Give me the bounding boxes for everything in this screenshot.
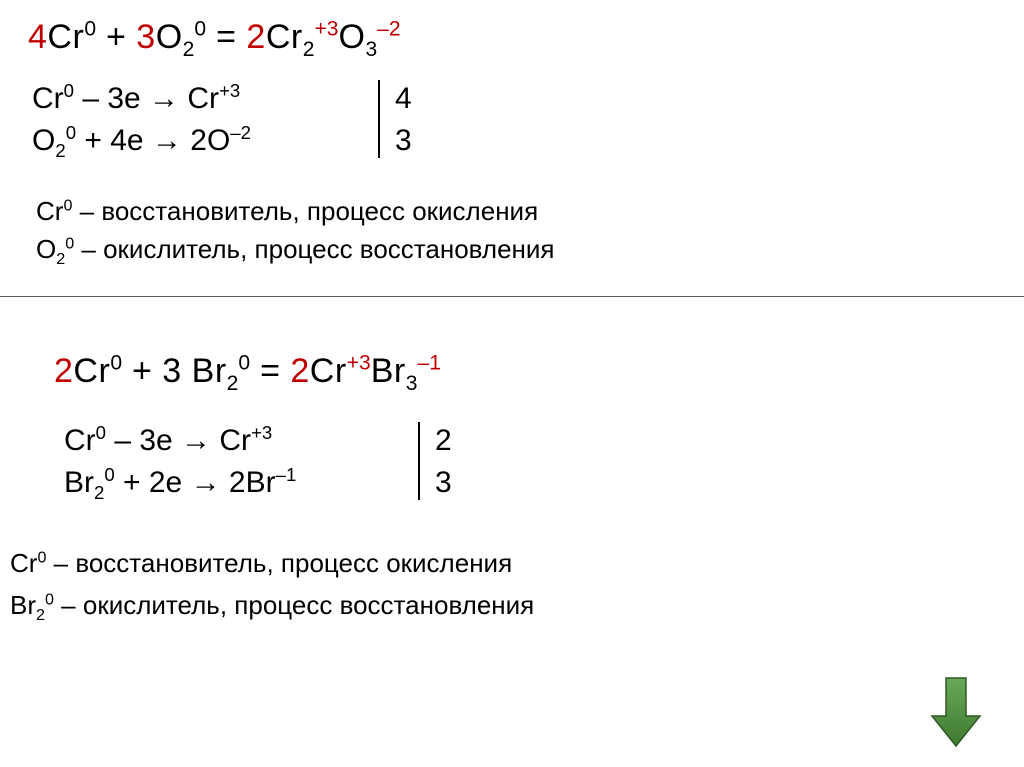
multiplier-1a: 4 [395, 82, 1024, 116]
note-2b: Br20 – окислитель, процесс восстановлени… [10, 590, 1024, 621]
equation-2: 2Cr0 + 3 Br20 = 2Cr+3Br3–1 [54, 352, 1024, 391]
multiplier-1b: 3 [395, 124, 1024, 158]
coef: 2 [246, 18, 265, 56]
multiplier-2a: 2 [435, 424, 1024, 458]
coef: 4 [28, 18, 47, 56]
equation-1: 4Cr0 + 3O20 = 2Cr2+3O3–2 [28, 18, 1024, 57]
down-arrow-icon [930, 676, 982, 748]
note-1b: O20 – окислитель, процесс восстановления [36, 234, 1024, 265]
multiplier-2b: 3 [435, 466, 1024, 500]
coef: 3 [136, 18, 155, 56]
note-2a: Cr0 – восстановитель, процесс окисления [10, 548, 1024, 579]
section-divider [0, 296, 1024, 297]
coef: 2 [54, 352, 73, 390]
multiplier-bar-1 [370, 80, 388, 158]
multiplier-bar-2 [410, 422, 428, 500]
chemistry-slide: 4Cr0 + 3O20 = 2Cr2+3O3–2 Cr0 – 3e → Cr+3… [0, 0, 1024, 767]
coef: 2 [290, 352, 309, 390]
note-1a: Cr0 – восстановитель, процесс окисления [36, 196, 1024, 227]
